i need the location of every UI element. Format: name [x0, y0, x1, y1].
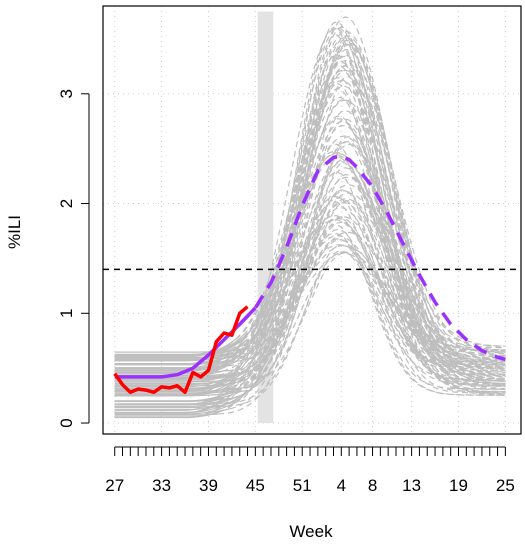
x-tick-label-39: 39	[199, 476, 218, 495]
observed-series	[113, 305, 249, 395]
ensemble-past-81	[114, 372, 233, 383]
y-axis-title: %ILI	[5, 215, 24, 249]
ensemble-past-65	[114, 383, 225, 387]
ensemble-forecast-74	[235, 43, 506, 394]
ensemble-trajectories	[114, 16, 506, 419]
ensemble-forecast-68	[247, 214, 506, 375]
ensemble-past-79	[114, 393, 244, 406]
ensemble-forecast-89	[250, 61, 506, 390]
ensemble-past-22	[114, 399, 240, 415]
ensemble-forecast-82	[231, 64, 506, 369]
ensemble-forecast-36	[227, 21, 506, 374]
y-tick-label-0: 0	[57, 418, 76, 427]
ensemble-forecast-14	[227, 156, 506, 395]
ensemble-forecast-76	[250, 54, 506, 382]
ensemble-forecast-58	[243, 202, 506, 386]
ensemble-forecast-13	[251, 159, 506, 390]
ensemble-forecast-85	[235, 96, 506, 390]
ensemble-forecast-57	[243, 232, 506, 372]
ensemble-forecast-47	[246, 36, 506, 357]
ensemble-forecast-72	[227, 30, 506, 385]
x-tick-label-33: 33	[152, 476, 171, 495]
ensemble-past-80	[114, 346, 237, 362]
ensemble-past-88	[114, 403, 229, 411]
ensemble-forecast-73	[231, 150, 506, 361]
ensemble-forecast-23	[243, 28, 506, 394]
ensemble-forecast-55	[227, 109, 506, 363]
y-tick-label-1: 1	[57, 309, 76, 318]
ensemble-past-56	[114, 336, 244, 356]
ensemble-forecast-80	[239, 54, 506, 378]
x-axis: 27 33 39 45 51 4 8 13 19 25	[105, 446, 515, 495]
ensemble-past-89	[114, 338, 248, 369]
ensemble-forecast-84	[227, 217, 506, 378]
ensemble-past-75	[114, 388, 240, 402]
ensemble-forecast-79	[247, 251, 506, 393]
ensemble-past-70	[114, 387, 240, 395]
ensemble-forecast-87	[247, 143, 506, 382]
ensemble-past-35	[114, 412, 225, 416]
x-tick-label-45: 45	[246, 476, 265, 495]
ensemble-past-83	[114, 340, 240, 357]
ensemble-past-40	[114, 395, 240, 407]
x-tick-label-27: 27	[105, 476, 124, 495]
ensemble-past-78	[114, 359, 244, 365]
ensemble-forecast-75	[243, 37, 506, 388]
x-tick-label-25: 25	[496, 476, 515, 495]
ensemble-past-84	[114, 376, 225, 381]
x-axis-title: Week	[289, 522, 333, 541]
ensemble-forecast-16	[250, 35, 506, 383]
x-tick-label-51: 51	[293, 476, 312, 495]
x-tick-label-8: 8	[368, 476, 377, 495]
observed-ili-line	[113, 305, 249, 395]
x-tick-label-4: 4	[337, 476, 346, 495]
median-forecast-dashed	[238, 154, 506, 362]
ensemble-past-71	[114, 409, 225, 418]
y-tick-label-2: 2	[57, 199, 76, 208]
plot-frame	[102, 5, 522, 435]
ensemble-forecast-77	[231, 176, 506, 364]
ensemble-forecast-2	[243, 197, 506, 394]
ensemble-forecast-88	[231, 207, 506, 403]
ensemble-forecast-71	[227, 48, 506, 409]
x-tick-label-13: 13	[402, 476, 421, 495]
ensemble-past-23	[114, 367, 241, 411]
ensemble-past-47	[114, 361, 245, 396]
ensemble-forecast-44	[239, 155, 506, 384]
ensemble-forecast-51	[247, 199, 506, 374]
ensemble-forecast-27	[235, 152, 506, 350]
x-tick-label-19: 19	[449, 476, 468, 495]
y-tick-label-3: 3	[57, 89, 76, 98]
y-axis: 0 1 2 3	[57, 89, 90, 428]
